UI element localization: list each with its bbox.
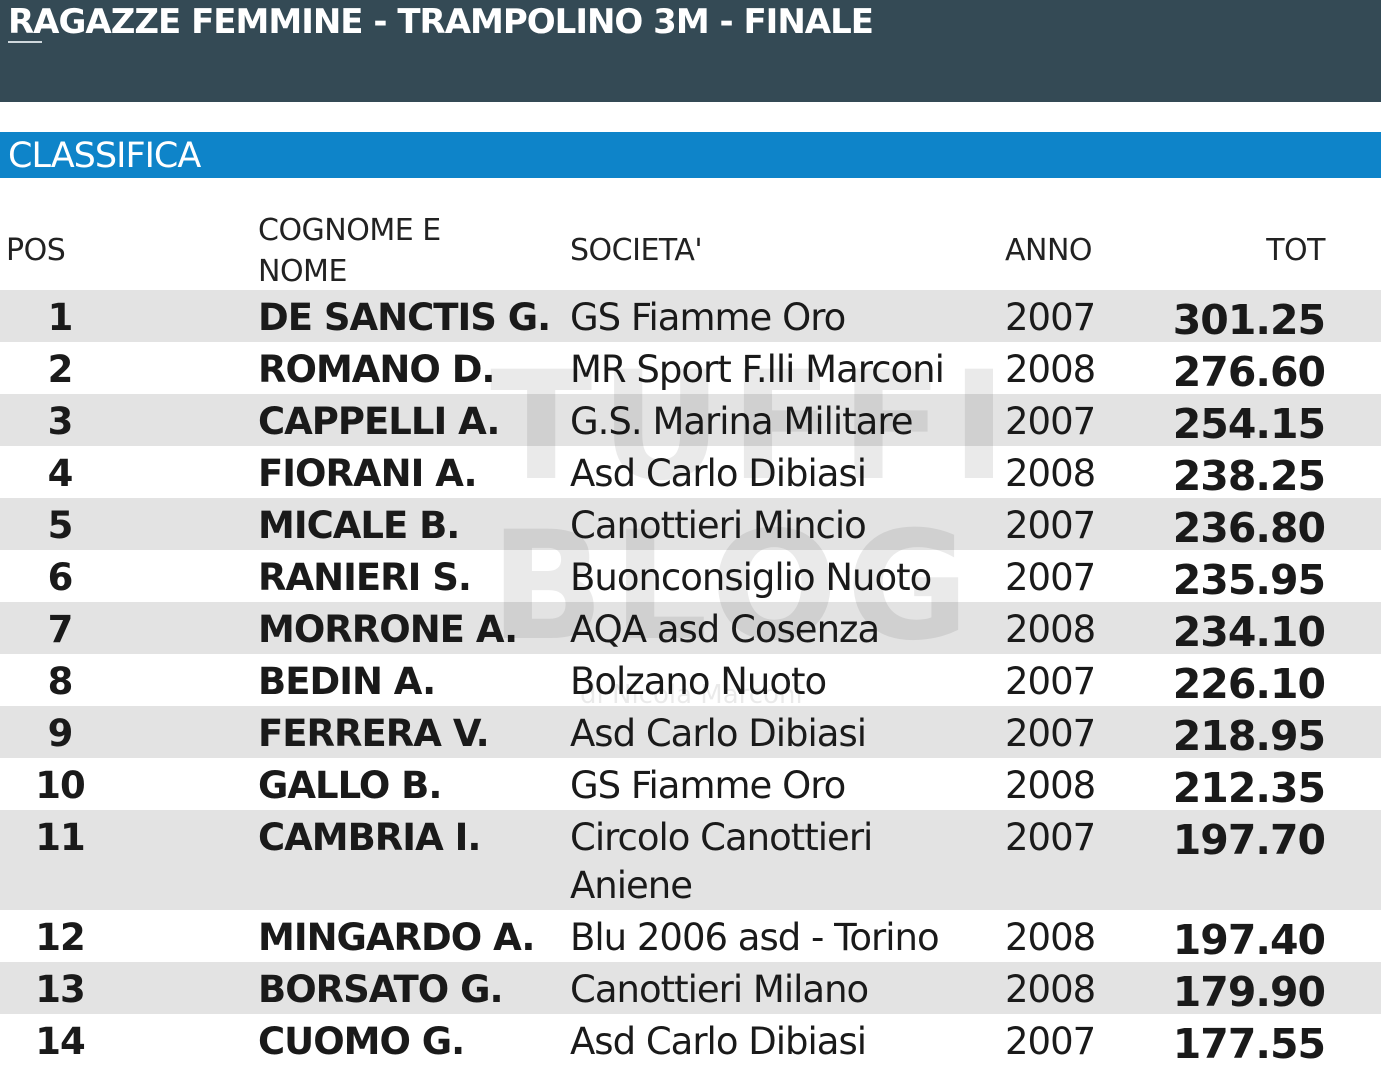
birth-year-cell: 2007 — [1005, 816, 1096, 859]
birth-year-cell: 2008 — [1005, 348, 1096, 391]
total-score-cell: 212.35 — [1172, 764, 1326, 812]
athlete-name-cell: BORSATO G. — [258, 968, 504, 1011]
table-row: 12 MINGARDO A. Blu 2006 asd - Torino 2008 19… — [0, 910, 1381, 964]
position-cell: 12 — [35, 916, 86, 959]
table-row: 13 BORSATO G. Canottieri Milano 2008 179.90 — [0, 962, 1381, 1016]
birth-year-cell: 2008 — [1005, 764, 1096, 807]
total-score-cell: 254.15 — [1172, 400, 1326, 448]
table-row: 10 GALLO B. GS Fiamme Oro 2008 212.35 — [0, 758, 1381, 812]
position-cell: 3 — [47, 400, 74, 443]
table-row: 6 RANIERI S. Buonconsiglio Nuoto 2007 235.95 — [0, 550, 1381, 604]
athlete-name-cell: DE SANCTIS G. — [258, 296, 551, 339]
total-score-cell: 276.60 — [1172, 348, 1326, 396]
table-row: 8 BEDIN A. Bolzano Nuoto 2007 226.10 — [0, 654, 1381, 708]
position-cell: 6 — [47, 556, 74, 599]
total-score-cell: 236.80 — [1172, 504, 1326, 552]
club-cell: Blu 2006 asd - Torino — [570, 916, 940, 959]
table-row: 14 CUOMO G. Asd Carlo Dibiasi 2007 177.55 — [0, 1014, 1381, 1068]
athlete-name-cell: CAMBRIA I. — [258, 816, 481, 859]
club-cell: Asd Carlo Dibiasi — [570, 452, 867, 495]
birth-year-cell: 2007 — [1005, 1020, 1096, 1063]
birth-year-cell: 2007 — [1005, 660, 1096, 703]
total-score-cell: 235.95 — [1172, 556, 1326, 604]
athlete-name-cell: FERRERA V. — [258, 712, 490, 755]
column-header-year: ANNO — [1005, 233, 1093, 268]
birth-year-cell: 2008 — [1005, 916, 1096, 959]
club-cell: Buonconsiglio Nuoto — [570, 556, 932, 599]
section-title: CLASSIFICA — [8, 136, 201, 176]
table-row: 7 MORRONE A. AQA asd Cosenza 2008 234.10 — [0, 602, 1381, 656]
position-cell: 10 — [35, 764, 86, 807]
position-cell: 9 — [47, 712, 74, 755]
athlete-name-cell: CUOMO G. — [258, 1020, 465, 1063]
birth-year-cell: 2008 — [1005, 968, 1096, 1011]
table-row: 9 FERRERA V. Asd Carlo Dibiasi 2007 218.95 — [0, 706, 1381, 760]
club-cell: Bolzano Nuoto — [570, 660, 827, 703]
club-cell: MR Sport F.lli Marconi — [570, 348, 945, 391]
total-score-cell: 238.25 — [1172, 452, 1326, 500]
position-cell: 7 — [47, 608, 74, 651]
athlete-name-cell: CAPPELLI A. — [258, 400, 500, 443]
position-cell: 13 — [35, 968, 86, 1011]
birth-year-cell: 2007 — [1005, 400, 1096, 443]
table-row: 1 DE SANCTIS G. GS Fiamme Oro 2007 301.25 — [0, 290, 1381, 344]
column-header-tot: TOT — [1266, 233, 1325, 268]
club-cell: AQA asd Cosenza — [570, 608, 880, 651]
birth-year-cell: 2007 — [1005, 712, 1096, 755]
position-cell: 1 — [47, 296, 74, 339]
total-score-cell: 218.95 — [1172, 712, 1326, 760]
athlete-name-cell: RANIERI S. — [258, 556, 472, 599]
table-row: 3 CAPPELLI A. G.S. Marina Militare 2007 254.… — [0, 394, 1381, 448]
club-cell: Circolo Canottieri Aniene — [570, 816, 873, 907]
column-header-pos: POS — [6, 233, 66, 268]
position-cell: 4 — [47, 452, 74, 495]
title-underline — [8, 41, 42, 43]
club-cell: Asd Carlo Dibiasi — [570, 1020, 867, 1063]
athlete-name-cell: ROMANO D. — [258, 348, 495, 391]
total-score-cell: 177.55 — [1172, 1020, 1326, 1068]
club-cell: Canottieri Mincio — [570, 504, 867, 547]
total-score-cell: 197.40 — [1172, 916, 1326, 964]
athlete-name-cell: MORRONE A. — [258, 608, 518, 651]
position-cell: 8 — [47, 660, 74, 703]
page-title: RAGAZZE FEMMINE - TRAMPOLINO 3M - FINALE — [8, 2, 874, 42]
position-cell: 5 — [47, 504, 74, 547]
total-score-cell: 179.90 — [1172, 968, 1326, 1016]
column-header-club: SOCIETA' — [570, 233, 703, 268]
club-cell: GS Fiamme Oro — [570, 296, 846, 339]
table-row: 2 ROMANO D. MR Sport F.lli Marconi 2008 276.… — [0, 342, 1381, 396]
club-cell: G.S. Marina Militare — [570, 400, 914, 443]
athlete-name-cell: GALLO B. — [258, 764, 442, 807]
table-row: 4 FIORANI A. Asd Carlo Dibiasi 2008 238.25 — [0, 446, 1381, 500]
total-score-cell: 234.10 — [1172, 608, 1326, 656]
athlete-name-cell: BEDIN A. — [258, 660, 436, 703]
athlete-name-cell: MINGARDO A. — [258, 916, 535, 959]
total-score-cell: 197.70 — [1172, 816, 1326, 864]
birth-year-cell: 2007 — [1005, 504, 1096, 547]
birth-year-cell: 2008 — [1005, 452, 1096, 495]
total-score-cell: 301.25 — [1172, 296, 1326, 344]
athlete-name-cell: FIORANI A. — [258, 452, 478, 495]
club-cell: Asd Carlo Dibiasi — [570, 712, 867, 755]
club-cell: Canottieri Milano — [570, 968, 869, 1011]
athlete-name-cell: MICALE B. — [258, 504, 460, 547]
club-cell: GS Fiamme Oro — [570, 764, 846, 807]
position-cell: 14 — [35, 1020, 86, 1063]
position-cell: 11 — [35, 816, 86, 859]
section-bar: CLASSIFICA — [0, 132, 1381, 178]
column-header-name: COGNOME E NOME — [258, 213, 441, 289]
table-row: 5 MICALE B. Canottieri Mincio 2007 236.80 — [0, 498, 1381, 552]
birth-year-cell: 2007 — [1005, 556, 1096, 599]
birth-year-cell: 2007 — [1005, 296, 1096, 339]
table-row: 11 CAMBRIA I. Circolo Canottieri Aniene 200… — [0, 810, 1381, 910]
header-bar: RAGAZZE FEMMINE - TRAMPOLINO 3M - FINALE — [0, 0, 1381, 102]
total-score-cell: 226.10 — [1172, 660, 1326, 708]
birth-year-cell: 2008 — [1005, 608, 1096, 651]
position-cell: 2 — [47, 348, 74, 391]
